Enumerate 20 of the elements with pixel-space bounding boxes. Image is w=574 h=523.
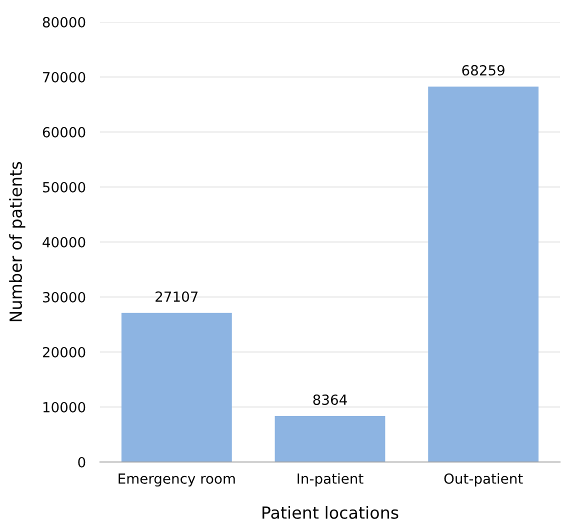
y-tick-label: 0 [78, 456, 86, 468]
x-tick-label: Out-patient [444, 473, 523, 487]
y-tick-label: 70000 [43, 72, 86, 82]
y-tick-label: 10000 [43, 402, 86, 412]
bar [121, 312, 232, 462]
y-tick-label: 80000 [42, 16, 86, 28]
data-label: 68259 [462, 65, 504, 76]
y-tick-label: 50000 [43, 182, 86, 192]
bar [428, 86, 539, 462]
y-tick-label: 40000 [42, 236, 86, 248]
x-axis-title: Patient locations [262, 506, 398, 519]
bar [274, 416, 386, 462]
data-label: 27107 [156, 291, 198, 302]
x-tick-label: Emergency room [118, 474, 235, 487]
y-tick-label: 60000 [42, 126, 86, 138]
y-axis-title: Number of patients [9, 162, 26, 322]
y-tick-label: 20000 [42, 346, 86, 358]
x-tick-label: In-patient [298, 473, 364, 487]
y-tick-label: 30000 [42, 292, 86, 302]
data-label: 8364 [313, 394, 347, 405]
